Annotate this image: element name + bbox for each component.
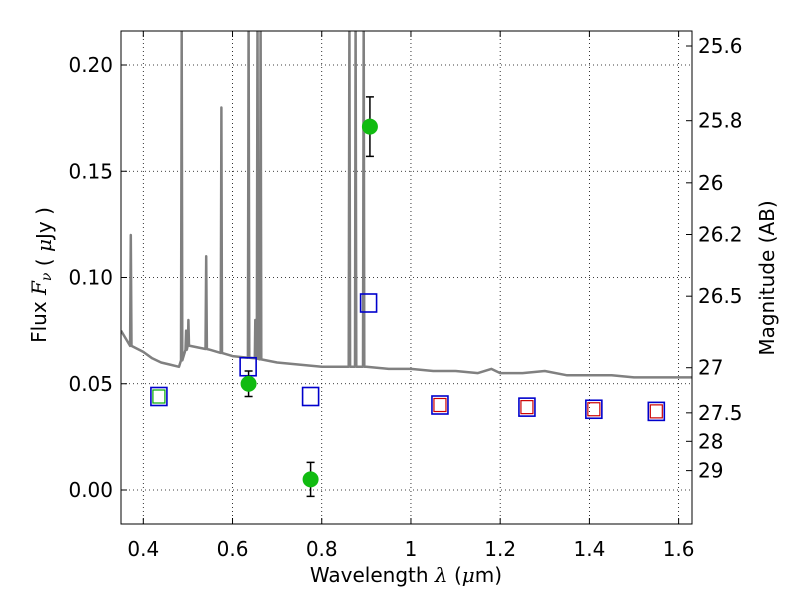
y-axis-title: Flux Fν ( μJy ) (27, 207, 56, 343)
y2-axis-title: Magnitude (AB) (755, 200, 779, 355)
plot-area (121, 31, 692, 498)
y2-tick-label: 26.5 (698, 284, 743, 308)
axes: 0.4 0.6 0.8 1 1.2 1.4 1.6 0.00 0.05 0.10 0.15 0.20 2… (68, 31, 743, 561)
series-layer (121, 31, 692, 498)
spectrum-line (121, 31, 692, 379)
photometry-square (359, 293, 378, 313)
y-tick-label: 0.10 (68, 266, 113, 290)
y2-tick-label: 27 (698, 356, 723, 380)
model-square (433, 397, 447, 413)
y2-tick-label: 26 (698, 171, 723, 195)
photometry-square (431, 395, 449, 415)
x-tick-label: 1.4 (573, 537, 605, 561)
y-tick-label: 0.15 (68, 159, 113, 183)
x-tick-label: 0.6 (217, 537, 249, 561)
y2-tick-label: 25.8 (698, 109, 743, 133)
photometry-square (518, 397, 536, 417)
y2-tick-label: 29 (698, 459, 723, 483)
y2-tick-label: 28 (698, 429, 723, 453)
y-tick-label: 0.05 (68, 372, 113, 396)
y2-tick-label: 26.2 (698, 223, 743, 247)
y2-tick-label: 27.5 (698, 401, 743, 425)
model-square (649, 404, 663, 419)
x-tick-label: 1.6 (663, 537, 695, 561)
measurement-point (302, 471, 319, 488)
measurement-point (361, 118, 378, 135)
model-square (587, 402, 601, 417)
y2-tick-label: 25.6 (698, 34, 743, 58)
x-tick-label: 0.4 (127, 537, 159, 561)
y-tick-label: 0.00 (68, 478, 113, 502)
photometry-square (150, 386, 168, 407)
photometry-square (647, 401, 666, 422)
x-tick-label: 0.8 (306, 537, 338, 561)
x-tick-label: 1 (405, 537, 418, 561)
y-tick-label: 0.20 (68, 53, 113, 77)
photometry-square (585, 399, 603, 420)
model-square (520, 400, 534, 415)
x-axis-title: Wavelength λ (μm) (310, 563, 502, 587)
model-square (152, 389, 166, 404)
x-tick-label: 1.2 (484, 537, 516, 561)
photometry-square (301, 386, 320, 407)
measurement-point (240, 375, 257, 392)
